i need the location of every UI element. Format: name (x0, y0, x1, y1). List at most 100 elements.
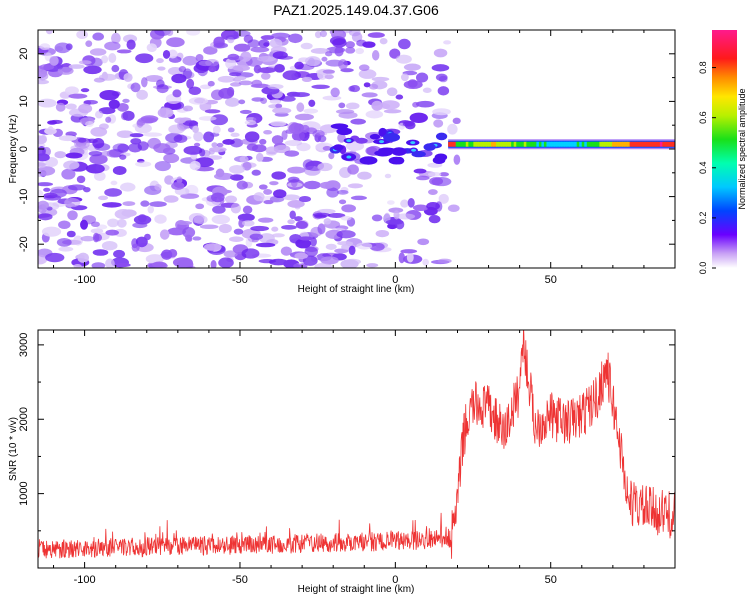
y-tick-label: -20 (18, 236, 30, 252)
noise-blob (233, 30, 251, 37)
noise-blob (258, 184, 268, 190)
signal-band-segment (531, 141, 535, 147)
noise-blob (38, 182, 54, 187)
noise-blob (108, 53, 117, 64)
signal-band-segment (571, 141, 575, 147)
noise-blob (104, 41, 121, 51)
noise-blob (223, 250, 238, 258)
noise-blob (294, 203, 301, 210)
noise-blob (288, 122, 304, 134)
noise-blob (304, 246, 318, 257)
noise-blob (108, 99, 120, 109)
noise-blob (320, 256, 339, 265)
noise-blob (257, 217, 274, 223)
noise-blob (41, 226, 62, 237)
noise-blob (44, 127, 57, 135)
noise-blob (280, 95, 296, 102)
noise-blob (45, 252, 65, 263)
noise-blob (259, 138, 267, 145)
signal-band-segment (619, 141, 623, 147)
signal-band-segment (586, 141, 590, 147)
noise-blob (286, 91, 301, 97)
signal-band-segment (480, 141, 485, 147)
noise-blob (38, 189, 44, 198)
noise-blob (317, 208, 336, 214)
noise-blob (294, 216, 303, 222)
noise-blob (151, 261, 167, 268)
noise-blob (186, 78, 195, 89)
chart-title: PAZ1.2025.149.04.37.G06 (273, 2, 439, 18)
noise-blob (295, 220, 308, 229)
noise-blob (188, 213, 205, 223)
noise-blob (141, 77, 148, 88)
noise-blob (80, 88, 90, 93)
noise-blob (438, 75, 448, 83)
noise-blob (296, 142, 311, 152)
signal-band-segment (627, 141, 631, 147)
noise-bright-core (410, 141, 416, 145)
noise-blob (428, 214, 441, 224)
noise-blob (338, 102, 346, 109)
noise-blob (402, 121, 415, 127)
noise-bright-blob (359, 156, 378, 165)
noise-blob (105, 258, 115, 268)
noise-blob (287, 176, 300, 183)
noise-blob (361, 92, 378, 98)
signal-band-segment (503, 141, 507, 147)
noise-blob (389, 48, 401, 59)
noise-blob (371, 76, 390, 82)
noise-blob (413, 168, 427, 174)
noise-blob (208, 66, 217, 73)
noise-blob (91, 221, 100, 228)
noise-blob (112, 143, 130, 153)
noise-blob (395, 213, 416, 220)
noise-blob (260, 35, 275, 40)
noise-blob (56, 238, 72, 247)
noise-blob (113, 249, 126, 259)
noise-blob (311, 84, 330, 89)
noise-blob (271, 233, 285, 238)
noise-blob (403, 80, 423, 90)
noise-blob (395, 94, 404, 100)
noise-blob (176, 176, 183, 184)
noise-blob (282, 70, 302, 81)
noise-blob (172, 89, 182, 98)
signal-band-segment (594, 141, 598, 147)
noise-blob (211, 142, 218, 148)
noise-blob (301, 76, 313, 82)
noise-blob (347, 164, 359, 175)
noise-blob (270, 120, 287, 127)
noise-blob (431, 64, 450, 72)
y-tick-label: 3000 (18, 333, 30, 357)
noise-blob (242, 205, 253, 214)
noise-blob (336, 230, 356, 239)
noise-blob (168, 124, 185, 134)
noise-blob (338, 111, 358, 119)
noise-blob (393, 210, 400, 220)
noise-blob (199, 84, 212, 90)
spectrogram-y-axis-label: Frequency (Hz) (8, 115, 19, 184)
noise-blob (366, 263, 379, 268)
noise-blob (182, 55, 198, 66)
signal-band-segment (448, 141, 452, 147)
noise-blob (232, 64, 251, 72)
noise-blob (182, 120, 199, 127)
signal-band-segment (460, 141, 464, 147)
noise-blob (324, 74, 334, 80)
noise-blob (375, 229, 390, 238)
noise-blob (64, 197, 81, 208)
noise-blob (122, 110, 135, 121)
colorbar-tick-label: 0.0 (698, 262, 708, 275)
noise-blob (310, 47, 330, 54)
noise-blob (38, 166, 56, 176)
signal-band-segment (667, 141, 671, 147)
noise-blob (247, 39, 260, 48)
colorbar-tick-label: 0.2 (698, 212, 708, 225)
noise-blob (38, 161, 47, 169)
noise-blob (225, 58, 237, 69)
noise-bright-blob (434, 153, 448, 161)
noise-blob (167, 49, 178, 59)
noise-blob (433, 48, 448, 58)
noise-blob (156, 58, 164, 64)
noise-blob (104, 188, 123, 197)
